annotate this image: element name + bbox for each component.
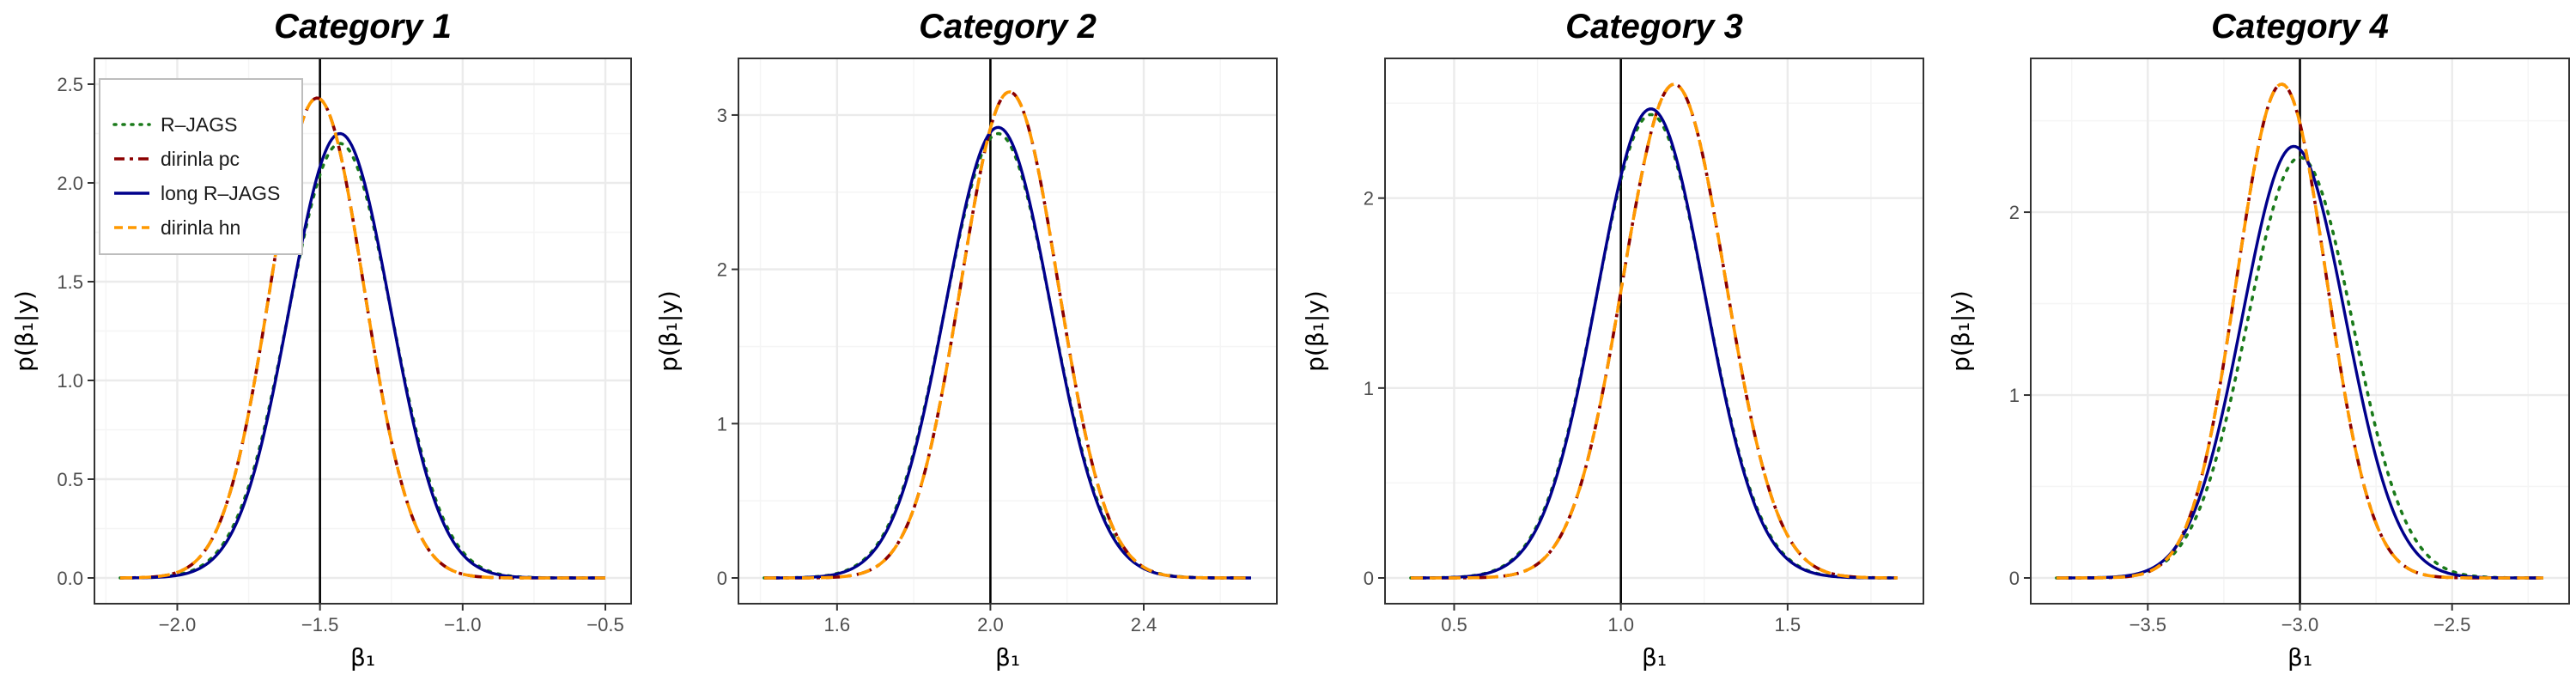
- y-tick-label: 2: [2009, 202, 2020, 223]
- x-tick-label: −1.0: [444, 614, 481, 635]
- legend-label: R–JAGS: [161, 113, 237, 136]
- x-tick-label: 2.0: [977, 614, 1004, 635]
- y-tick-label: 1: [717, 413, 727, 435]
- x-axis-title: β₁: [995, 643, 1020, 672]
- y-tick-label: 1: [2009, 385, 2020, 406]
- x-tick-label: −3.0: [2281, 614, 2318, 635]
- x-axis-title: β₁: [1642, 643, 1667, 672]
- panel-3: 0.5 1.0 1.5 0 1 2 Category 3 β₁ p(β₁|y): [1301, 8, 1924, 672]
- x-tick-label: −2.5: [2433, 614, 2470, 635]
- y-tick-label: 2.5: [57, 74, 83, 95]
- x-axis-title: β₁: [350, 643, 375, 672]
- panel-title: Category 1: [274, 8, 452, 46]
- series-line-1: [1409, 112, 1899, 580]
- series-line-4: [2057, 82, 2543, 580]
- x-tick-label: −3.5: [2129, 614, 2166, 635]
- y-tick-label: 2: [1364, 188, 1374, 210]
- y-tick-label: 1.0: [57, 370, 83, 392]
- x-tick-label: −0.5: [586, 614, 623, 635]
- x-tick-label: 1.5: [1775, 614, 1801, 635]
- panel-title: Category 3: [1565, 8, 1743, 46]
- panel-frame: [94, 58, 632, 605]
- x-tick-label: −1.5: [301, 614, 338, 635]
- y-tick-label: 2.0: [57, 173, 83, 194]
- x-tick-label: 2.4: [1131, 614, 1157, 635]
- legend-label: dirinla pc: [161, 148, 240, 170]
- legend-label: dirinla hn: [161, 216, 240, 239]
- y-axis-title: p(β₁|y): [1947, 290, 1975, 372]
- y-tick-label: 0: [717, 568, 727, 589]
- panel-2: 1.6 2.0 2.4 0 1 2 3 Category 2 β₁ p(β₁|y): [654, 8, 1278, 672]
- series-line-2: [1411, 82, 1899, 580]
- y-tick-label: 1: [1364, 378, 1374, 399]
- panel-frame: [738, 58, 1278, 605]
- series-line-4: [1411, 82, 1899, 580]
- x-axis-title: β₁: [2287, 643, 2312, 672]
- legend-box: [99, 78, 303, 255]
- x-tick-label: −2.0: [159, 614, 196, 635]
- x-tick-label: 1.6: [824, 614, 851, 635]
- panel-frame: [1384, 58, 1924, 605]
- legend-label: long R–JAGS: [161, 182, 280, 204]
- panel-title: Category 4: [2211, 8, 2389, 46]
- y-axis-title: p(β₁|y): [1301, 290, 1329, 372]
- legend: R–JAGS dirinla pc long R–JAGS dirinla hn: [99, 78, 303, 255]
- panel-title: Category 2: [919, 8, 1097, 46]
- y-tick-label: 0.5: [57, 469, 83, 490]
- y-tick-label: 0: [1364, 568, 1374, 589]
- x-tick-label: 1.0: [1607, 614, 1634, 635]
- y-tick-label: 3: [717, 105, 727, 126]
- y-tick-label: 1.5: [57, 271, 83, 293]
- y-axis-title: p(β₁|y): [654, 290, 683, 372]
- y-tick-label: 2: [717, 259, 727, 281]
- panel-4: −3.5 −3.0 −2.5 0 1 2 Category 4 β₁ p(β₁|y): [1947, 8, 2570, 672]
- series-line-2: [119, 96, 605, 580]
- series-line-3: [1411, 107, 1898, 580]
- panel-1: −2.0 −1.5 −1.0 −0.5 0.0 0.5 1.0 1.5 2.0 2.5 Catego…: [10, 8, 632, 672]
- series-line-4: [764, 90, 1251, 580]
- x-tick-label: 0.5: [1441, 614, 1467, 635]
- y-tick-label: 0.0: [57, 568, 83, 589]
- y-tick-label: 0: [2009, 568, 2020, 589]
- y-axis-title: p(β₁|y): [10, 290, 39, 372]
- series-line-4: [119, 96, 605, 580]
